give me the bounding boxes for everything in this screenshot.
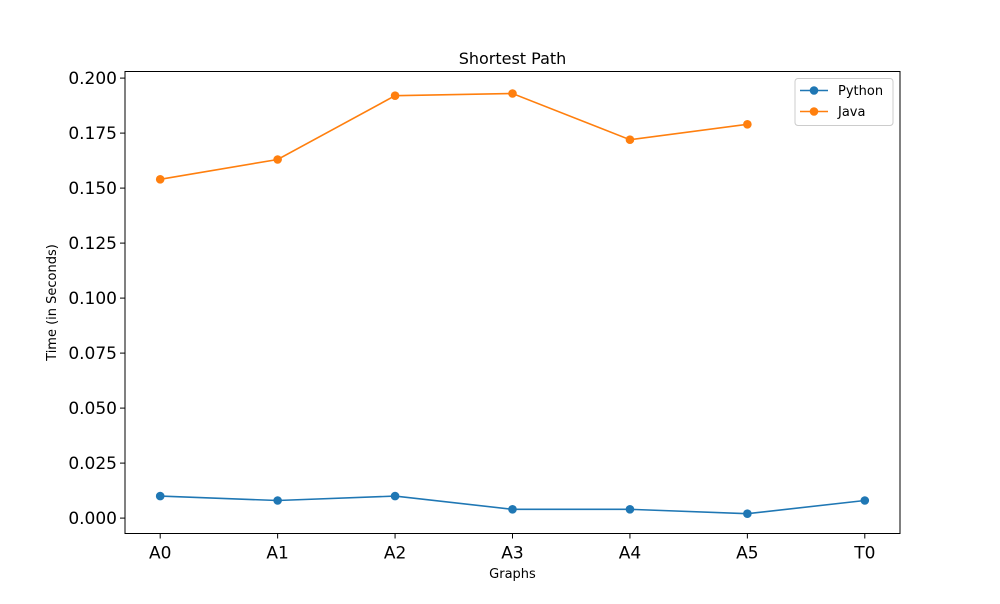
data-point-java [390, 91, 400, 100]
y-tick-label: 0.150 [68, 179, 117, 199]
x-tick-label: A1 [266, 544, 288, 564]
y-axis-label: Time (in Seconds) [45, 244, 60, 362]
y-tick-label: 0.025 [68, 454, 117, 474]
data-point-python [273, 496, 282, 505]
series-line-java [160, 92, 748, 181]
legend-marker [809, 86, 819, 95]
data-point-python [743, 509, 752, 518]
y-tick-label: 0.125 [68, 234, 117, 254]
plot-area [155, 89, 870, 518]
data-point-java [155, 175, 165, 184]
x-tick-label: A4 [619, 544, 641, 564]
legend: Python Java [794, 78, 894, 126]
y-axis: 0.000 0.025 0.050 0.075 0.100 0.125 0.150 0.175… [68, 69, 125, 529]
x-tick-label: A0 [149, 544, 171, 564]
data-point-python [625, 505, 635, 514]
y-tick-label: 0.175 [68, 124, 117, 144]
x-tick-label: A5 [736, 544, 758, 564]
data-point-java [273, 155, 282, 164]
y-tick-label: 0.100 [68, 289, 117, 309]
y-tick-label: 0.200 [68, 69, 117, 89]
data-point-python [508, 505, 517, 514]
data-point-python [155, 491, 165, 501]
x-tick-label: A2 [384, 544, 406, 564]
y-tick-label: 0.000 [68, 509, 117, 529]
x-axis-label: Graphs [489, 567, 536, 582]
x-axis: A0 A1 A2 A3 A4 A5 T0 [149, 533, 875, 564]
x-tick-label: T0 [853, 544, 875, 564]
data-point-java [743, 120, 752, 129]
data-point-python [390, 491, 400, 501]
x-tick-label: A3 [501, 544, 523, 564]
data-point-python [860, 496, 870, 505]
y-tick-label: 0.075 [68, 344, 117, 364]
chart-title: Shortest Path [459, 49, 567, 68]
data-point-java [625, 135, 635, 144]
legend-label: Python [838, 84, 883, 99]
y-tick-label: 0.050 [68, 399, 117, 419]
legend-label: Java [837, 105, 865, 120]
data-point-java [508, 89, 517, 98]
legend-marker [809, 107, 819, 116]
